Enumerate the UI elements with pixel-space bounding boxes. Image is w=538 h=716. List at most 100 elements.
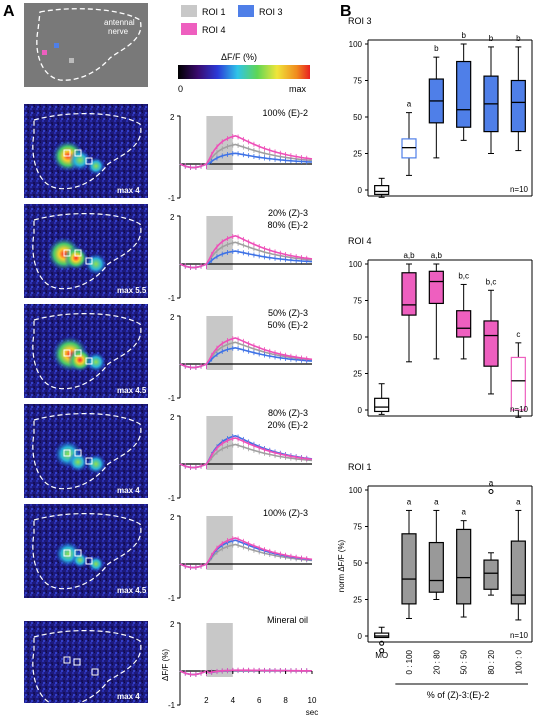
x-tick-label: 6 [257, 696, 262, 705]
legend-label-roi1: ROI 1 [202, 7, 226, 17]
significance-letter: b [434, 44, 439, 53]
roi-box [74, 249, 82, 257]
brain-image-panel: max 4 [24, 104, 148, 198]
n-label: n=10 [510, 631, 529, 640]
box-2: a,b [428, 251, 444, 360]
box-body [401, 272, 417, 316]
significance-letter: a [516, 497, 521, 506]
outlier [379, 640, 385, 646]
y-tick-label: 50 [353, 113, 362, 122]
activity-spot [68, 348, 92, 372]
box-body [374, 185, 390, 195]
significance-letter: a,b [431, 251, 443, 260]
box-body [401, 138, 417, 159]
box-4: b,c [483, 277, 499, 395]
y-tick-label-bottom: -1 [168, 701, 176, 710]
roi-box [85, 457, 93, 465]
box-body [483, 559, 499, 590]
lobe-outline [32, 513, 142, 590]
box-3: a [456, 508, 472, 618]
roi-box [74, 449, 82, 457]
roi-box [63, 549, 71, 557]
y-tick-label: 100 [349, 40, 363, 49]
stimulus-label: 100% (Z)-3 [263, 508, 308, 518]
y-tick-label-top: 2 [170, 413, 175, 422]
box-0 [374, 626, 390, 654]
boxplot-title: ROI 3 [348, 16, 372, 26]
significance-letter: a,b [403, 251, 415, 260]
trace-roi4 [179, 537, 313, 569]
significance-letter: b [516, 34, 521, 43]
box-5: a [510, 497, 526, 621]
y-tick-label: 75 [353, 297, 362, 306]
trace-roi4 [179, 669, 312, 676]
roi-box [73, 658, 81, 666]
activity-spot [86, 454, 106, 474]
roi4-marker [42, 50, 47, 55]
panel-a-label: A [3, 3, 15, 20]
y-tick-label: 100 [349, 486, 363, 495]
roi-box [63, 249, 71, 257]
trace-panel: 2 -1 100% (Z)-3 [168, 508, 313, 603]
stimulus-label: 80% (E)-2 [267, 220, 308, 230]
category-label: 80 : 20 [487, 649, 496, 674]
roi-box [85, 557, 93, 565]
roi3-marker [54, 43, 59, 48]
box-body [428, 541, 444, 593]
box-body [428, 270, 444, 305]
box-4: b [483, 34, 499, 154]
significance-letter: a [434, 497, 439, 506]
brain-image-background [24, 621, 148, 703]
box-1: a [401, 100, 417, 176]
y-tick-label: 0 [358, 406, 363, 415]
y-tick-label: 25 [353, 596, 362, 605]
boxplot-roi3: ROI 3 0 25 50 75 100 a b b b b n=10 [348, 16, 533, 198]
colorbar-title: ΔF/F (%) [221, 52, 257, 62]
category-label: 50 : 50 [460, 649, 469, 674]
box-4: a [483, 478, 499, 596]
trace-roi4 [179, 134, 313, 169]
y-tick-label-top: 2 [170, 513, 175, 522]
trace-roi4 [179, 234, 313, 269]
boxplot-roi4: ROI 4 0 25 50 75 100 a,b a,b b,c b,c c n=10 [348, 236, 533, 418]
roi-box [91, 668, 99, 676]
roi-box [63, 149, 71, 157]
significance-letter: a [461, 508, 466, 517]
y-tick-label-top: 2 [170, 213, 175, 222]
activity-spot [87, 157, 105, 175]
n-label: n=10 [510, 185, 529, 194]
trace-column: 2 -1 100% (E)-2 2 -1 20% (Z)-3 80% (E)-2 2 -1 50%… [161, 108, 318, 716]
y-tick-label-top: 2 [170, 113, 175, 122]
stimulus-window [206, 516, 233, 570]
legend-label-roi4: ROI 4 [202, 25, 226, 35]
box-body [510, 540, 526, 605]
category-label: 0 : 100 [405, 649, 414, 674]
lobe-outline [32, 413, 142, 490]
roi-box [74, 549, 82, 557]
box-body [374, 632, 390, 639]
lobe-outline [32, 313, 142, 390]
trace-panel: 2 -1 50% (Z)-3 50% (E)-2 [168, 308, 313, 403]
boxplot-column: ROI 3 0 25 50 75 100 a b b b b n=10 ROI 4 0 25 50 75 100 a… [337, 16, 533, 700]
roi-box [85, 257, 93, 265]
roi-box [63, 656, 71, 664]
significance-letter: a [407, 100, 412, 109]
box-body [401, 533, 417, 605]
activity-spot [68, 452, 88, 472]
lobe-outline [32, 630, 142, 707]
x-tick-label: 10 [308, 696, 317, 705]
x-tick-label: 4 [231, 696, 236, 705]
box-body [483, 320, 499, 367]
boxplot-roi1: ROI 1 0 25 50 75 100 a a a a a n=10 norm ΔF/F (%) MO 0… [337, 462, 533, 700]
panel-b-label: B [340, 3, 352, 20]
n-label: n=10 [510, 405, 529, 414]
outlier [379, 648, 385, 654]
trace-panel: 2 -1 100% (E)-2 [168, 108, 313, 203]
box-3: b,c [456, 271, 472, 360]
lobe-outline [32, 213, 142, 290]
box-body [510, 356, 526, 411]
y-tick-label: 75 [353, 77, 362, 86]
y-tick-label-top: 2 [170, 313, 175, 322]
roi-box [74, 349, 82, 357]
y-tick-label-bottom: -1 [168, 494, 176, 503]
